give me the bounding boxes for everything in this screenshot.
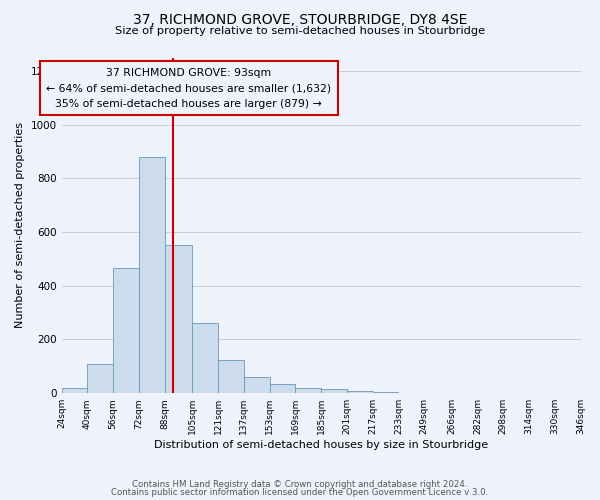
Bar [113,268,139,393]
Text: Size of property relative to semi-detached houses in Stourbridge: Size of property relative to semi-detach… [115,26,485,36]
Text: 37 RICHMOND GROVE: 93sqm
← 64% of semi-detached houses are smaller (1,632)
35% o: 37 RICHMOND GROVE: 93sqm ← 64% of semi-d… [46,68,331,109]
Bar [295,388,321,393]
Bar [321,389,347,393]
Bar [218,360,244,393]
X-axis label: Distribution of semi-detached houses by size in Stourbridge: Distribution of semi-detached houses by … [154,440,488,450]
Bar [373,392,398,393]
Y-axis label: Number of semi-detached properties: Number of semi-detached properties [15,122,25,328]
Text: 37, RICHMOND GROVE, STOURBRIDGE, DY8 4SE: 37, RICHMOND GROVE, STOURBRIDGE, DY8 4SE [133,12,467,26]
Bar [62,388,88,393]
Bar [347,391,373,393]
Bar [88,364,113,393]
Bar [398,392,424,393]
Bar [139,157,165,393]
Bar [165,246,192,393]
Bar [269,384,295,393]
Bar [424,392,452,393]
Bar [192,324,218,393]
Text: Contains public sector information licensed under the Open Government Licence v : Contains public sector information licen… [112,488,488,497]
Bar [244,376,269,393]
Text: Contains HM Land Registry data © Crown copyright and database right 2024.: Contains HM Land Registry data © Crown c… [132,480,468,489]
